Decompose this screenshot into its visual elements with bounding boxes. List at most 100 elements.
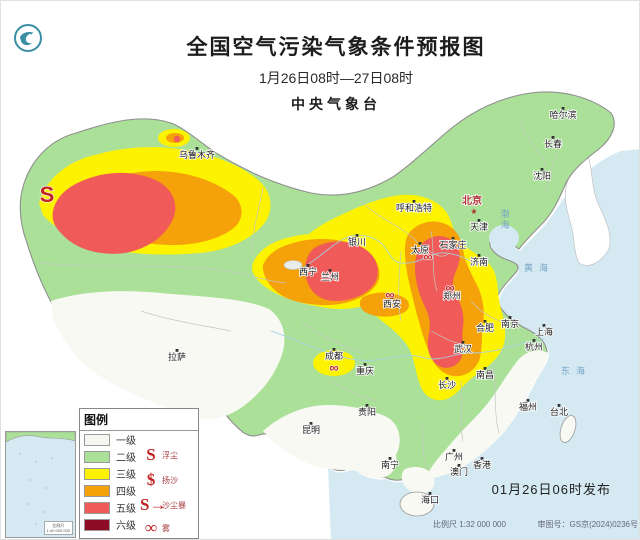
city-label: 乌鲁木齐	[179, 149, 215, 160]
city-marker	[561, 107, 565, 110]
weather-symbol-label: 沙尘暴	[162, 500, 186, 510]
legend-levels: 一级 二级 三级 四级 五级 六级	[80, 431, 198, 533]
hainan-island	[399, 491, 435, 517]
city-marker	[483, 367, 487, 370]
city-label: 南宁	[381, 459, 399, 470]
legend-symbol-沙尘暴: S→ 沙尘暴	[140, 495, 186, 515]
city-label: 成都	[325, 350, 343, 361]
city-label: 长春	[544, 138, 562, 149]
weather-symbol-icon: $	[146, 470, 156, 489]
city-label: 哈尔滨	[549, 109, 576, 120]
dust-symbol: S	[40, 182, 55, 207]
city-marker	[483, 320, 487, 323]
city-marker	[363, 363, 367, 366]
korea-landmass	[565, 150, 611, 266]
city-marker	[557, 404, 561, 407]
city-marker	[365, 404, 369, 407]
city-label: 太原	[411, 244, 429, 255]
city-label: 澳门	[450, 466, 468, 477]
city-marker	[445, 377, 449, 380]
city-marker	[412, 200, 416, 203]
legend-level-row: 四级	[80, 482, 198, 499]
weather-symbol-icon: S	[146, 445, 156, 464]
legend-symbol-扬沙: $ 扬沙	[140, 470, 178, 490]
city-marker	[457, 464, 461, 467]
yellow-river	[300, 234, 482, 270]
city-label: 南昌	[476, 369, 494, 380]
legend-swatch	[84, 518, 110, 531]
legend-symbol-雾: ∞ 雾	[140, 518, 170, 538]
legend-level-label: 二级	[116, 453, 136, 464]
level5-region-urumqi	[173, 135, 181, 143]
weather-symbol-label: 雾	[162, 523, 170, 533]
city-marker	[508, 316, 512, 319]
legend-level-label: 一级	[116, 436, 136, 447]
city-label: 海口	[421, 494, 439, 505]
capital-star-icon: ★	[470, 207, 477, 216]
city-label: 武汉	[454, 343, 472, 354]
level1-region-secoast	[425, 350, 549, 479]
legend-level-row: 一级	[80, 431, 198, 448]
city-marker	[195, 147, 199, 150]
publish-time: 01月26日06时发布	[491, 482, 611, 497]
legend-level-row: 三级	[80, 465, 198, 482]
fog-symbol: ∞	[329, 360, 338, 375]
level4-region-xian	[359, 292, 409, 317]
city-label: 银川	[348, 236, 366, 247]
city-label: 天津	[470, 222, 488, 232]
sea-label: 黄海	[524, 262, 554, 273]
fog-symbol: ∞	[445, 280, 454, 295]
legend-box: 图例 一级 二级 三级 四级 五级 六级 S 浮尘 $ 扬沙 S→ 沙尘暴 ∞ 雾	[79, 408, 199, 539]
city-label: 福州	[519, 401, 537, 412]
city-marker	[428, 492, 432, 495]
city-marker	[306, 264, 310, 267]
level1-region-tibet	[51, 291, 285, 420]
city-marker	[332, 348, 336, 351]
level5-region-lanzhou	[305, 241, 378, 301]
city-marker	[540, 168, 544, 171]
qinghai-lake	[283, 260, 303, 270]
map-scale: 比例尺 1:32 000 000	[433, 520, 506, 529]
fog-symbol: ∞	[423, 249, 432, 264]
legend-level-label: 四级	[116, 487, 136, 498]
legend-swatch	[84, 450, 110, 463]
city-marker	[542, 324, 546, 327]
city-marker	[480, 457, 484, 460]
city-marker	[175, 349, 179, 352]
city-marker	[390, 296, 394, 299]
city-label: 兰州	[321, 271, 339, 282]
legend-swatch	[84, 467, 110, 480]
city-label: 西安	[383, 298, 401, 309]
city-label: 合肥	[476, 322, 494, 333]
taiwan-island	[559, 415, 577, 443]
city-marker	[551, 136, 555, 139]
city-marker	[461, 341, 465, 344]
weather-symbol-label: 扬沙	[162, 475, 178, 485]
city-marker	[418, 242, 422, 245]
city-label: 香港	[473, 459, 491, 470]
sea-label: 东海	[561, 365, 591, 376]
legend-level-row: 二级	[80, 448, 198, 465]
page-title: 全国空气污染气象条件预报图	[186, 36, 486, 59]
city-label: 南京	[501, 318, 519, 329]
city-label: 台北	[550, 406, 568, 417]
level5-region-north-china	[415, 236, 464, 368]
city-label: 石家庄	[439, 239, 466, 250]
weather-symbol-icon: S→	[140, 495, 167, 514]
level1-region-leizhou	[401, 467, 435, 494]
legend-level-label: 五级	[116, 504, 136, 515]
city-label: 上海	[535, 326, 553, 337]
city-label: 杭州	[525, 341, 543, 352]
nmc-logo-icon	[14, 24, 42, 52]
inset-scale: 比例尺 1:40 000 000	[43, 521, 73, 535]
legend-title: 图例	[80, 409, 198, 431]
sea-label: 渤海	[500, 208, 515, 230]
city-label: 郑州	[443, 290, 461, 301]
level3-region-chengdu	[313, 350, 355, 376]
city-label: 广州	[445, 451, 463, 462]
legend-level-row: 五级	[80, 499, 198, 516]
city-marker	[309, 422, 313, 425]
legend-symbols: S 浮尘 $ 扬沙 S→ 沙尘暴 ∞ 雾	[140, 437, 196, 537]
